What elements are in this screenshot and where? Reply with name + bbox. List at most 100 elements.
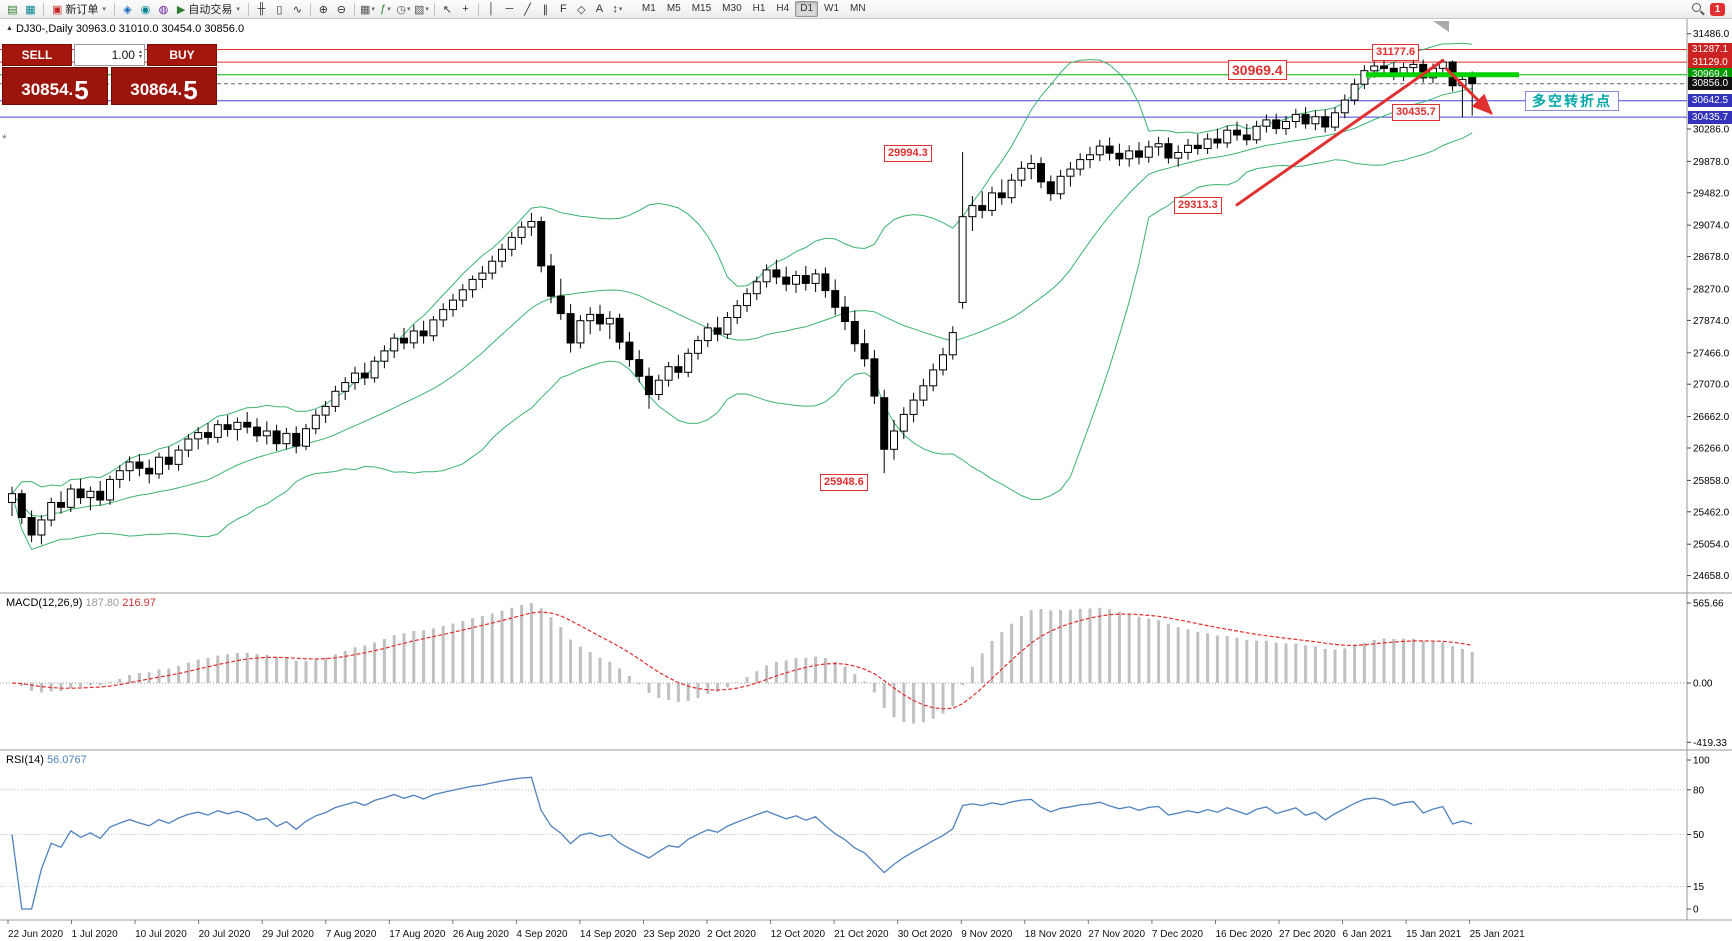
shapes-icon[interactable]: ◇	[577, 3, 586, 16]
trendline-icon[interactable]: ╱	[524, 3, 531, 16]
chart-shift-marker[interactable]	[1433, 21, 1449, 32]
timeframe-w1[interactable]: W1	[824, 3, 840, 14]
timeframe-m1[interactable]: M1	[641, 3, 656, 14]
price-badge-30435.7[interactable]: 30435.7	[1688, 110, 1732, 124]
timeframe-m30[interactable]: M30	[722, 3, 742, 14]
trend-up-line[interactable]	[1235, 58, 1445, 207]
price-badge-30642.5[interactable]: 30642.5	[1688, 94, 1732, 108]
time-tick-label[interactable]: 6 Jan 2021	[1343, 929, 1393, 940]
time-tick-label[interactable]: 29 Jul 2020	[262, 929, 314, 940]
time-tick-label[interactable]: 21 Oct 2020	[834, 929, 889, 940]
time-tick-label[interactable]: 27 Dec 2020	[1279, 929, 1336, 940]
new-order-button[interactable]: ▣ 新订单 ▾	[48, 1, 110, 17]
line-chart-icon[interactable]: ∿	[292, 3, 303, 16]
time-tick-label[interactable]: 23 Sep 2020	[644, 929, 701, 940]
text-icon[interactable]: A	[595, 3, 604, 15]
time-tick-label[interactable]: 18 Nov 2020	[1025, 929, 1082, 940]
cursor-icon[interactable]: ↖	[442, 3, 453, 16]
price-annotation-29994.3[interactable]: 29994.3	[884, 145, 932, 162]
arrange-windows-icon[interactable]: ▦ ▾	[359, 3, 375, 16]
time-tick-label[interactable]: 2 Oct 2020	[707, 929, 756, 940]
autotrading-button-label: 自动交易	[188, 4, 233, 16]
timeframe-m5[interactable]: M5	[666, 3, 681, 14]
timeframe-m15[interactable]: M15	[691, 3, 712, 14]
candle-body	[929, 369, 938, 387]
time-tick-label[interactable]: 22 Jun 2020	[8, 929, 63, 940]
reversal-arrow[interactable]	[1445, 67, 1493, 115]
spinner-down-icon[interactable]: ▾	[138, 54, 142, 60]
macd-header: MACD(12,26,9) 187.80 216.97	[6, 597, 156, 609]
timeframe-h4[interactable]: H4	[776, 3, 790, 14]
time-tick-label[interactable]: 1 Jul 2020	[72, 929, 119, 940]
spinner-up-icon[interactable]: ▴	[138, 49, 142, 55]
vertical-line-icon[interactable]: │	[487, 3, 495, 15]
candle-body	[1242, 134, 1251, 141]
indicators-icon[interactable]: ƒ ▾	[380, 3, 391, 15]
turning-point-label[interactable]: 多空转折点	[1525, 91, 1619, 111]
candle-body	[341, 382, 350, 392]
periods-icon[interactable]: ◷ ▾	[396, 3, 411, 16]
time-tick-label[interactable]: 15 Jan 2021	[1406, 929, 1461, 940]
data-window-icon[interactable]: ◍	[158, 3, 169, 16]
search-icon[interactable]	[1690, 1, 1706, 17]
timeframe-d1[interactable]: D1	[795, 1, 819, 17]
chart-window-icon[interactable]: ▤	[7, 3, 18, 16]
time-tick-label[interactable]: 12 Oct 2020	[771, 929, 826, 940]
collapse-arrow-icon[interactable]: ▲	[6, 25, 13, 32]
volume-input[interactable]: 1.00 ▴ ▾	[74, 44, 145, 66]
time-tick-label[interactable]: 27 Nov 2020	[1088, 929, 1145, 940]
zoom-in-icon[interactable]: ⊕	[318, 3, 329, 16]
sell-button[interactable]: SELL	[2, 44, 72, 66]
price-tick-label: 26266.0	[1693, 444, 1730, 455]
price-tick-label: 27874.0	[1693, 316, 1730, 327]
fibonacci-icon[interactable]: F	[560, 3, 567, 15]
navigator-icon[interactable]: ◈	[123, 3, 132, 16]
zoom-out-icon[interactable]: ⊖	[336, 3, 347, 16]
candle-body	[468, 278, 477, 291]
time-tick-label[interactable]: 20 Jul 2020	[199, 929, 251, 940]
market-watch-icon[interactable]: ◉	[140, 3, 151, 16]
time-tick-label[interactable]: 9 Nov 2020	[961, 929, 1013, 940]
notification-badge[interactable]: 1	[1710, 2, 1725, 16]
time-tick-label[interactable]: 14 Sep 2020	[580, 929, 637, 940]
candle-body	[645, 375, 653, 396]
time-tick-label[interactable]: 17 Aug 2020	[389, 929, 446, 940]
price-badge-31129.0[interactable]: 31129.0	[1688, 55, 1732, 69]
time-tick-label[interactable]: 16 Dec 2020	[1216, 929, 1273, 940]
time-tick-label[interactable]: 26 Aug 2020	[453, 929, 510, 940]
arrows-icon[interactable]: ↕ ▾	[612, 3, 623, 15]
price-annotation-30969.4[interactable]: 30969.4	[1228, 60, 1287, 80]
price-annotation-30435.7[interactable]: 30435.7	[1392, 104, 1440, 121]
timeframe-h1[interactable]: H1	[752, 3, 766, 14]
candle-body	[841, 306, 849, 323]
horizontal-line-icon[interactable]: ─	[505, 3, 514, 15]
price-badge-31287.1[interactable]: 31287.1	[1688, 43, 1732, 57]
templates-icon[interactable]: ▧ ▾	[413, 3, 429, 16]
chart-profile-icon[interactable]: ▦	[25, 3, 36, 16]
autotrading-button[interactable]: ▶ 自动交易 ▾	[173, 1, 244, 17]
time-tick-label[interactable]: 30 Oct 2020	[898, 929, 953, 940]
macd-main-value: 187.80	[85, 597, 120, 609]
price-badge-30856.0[interactable]: 30856.0	[1688, 77, 1732, 91]
time-tick-label[interactable]: 4 Sep 2020	[516, 929, 568, 940]
candle-body	[1272, 119, 1281, 130]
timeframe-mn[interactable]: MN	[850, 3, 866, 14]
price-tick-label: 25462.0	[1693, 507, 1730, 518]
time-tick-label[interactable]: 7 Dec 2020	[1152, 929, 1204, 940]
candle-body	[115, 470, 124, 480]
buy-price-display[interactable]: 30864. 5	[111, 67, 217, 105]
buy-button[interactable]: BUY	[147, 44, 217, 66]
price-annotation-31177.6[interactable]: 31177.6	[1372, 44, 1420, 61]
price-annotation-25948.6[interactable]: 25948.6	[820, 474, 868, 491]
crosshair-icon[interactable]: +	[462, 3, 469, 15]
ohlc-bars-icon[interactable]: ╫	[257, 3, 266, 15]
channel-icon[interactable]: ∥	[542, 3, 549, 16]
volume-spinner[interactable]: ▴ ▾	[138, 49, 142, 60]
price-annotation-29313.3[interactable]: 29313.3	[1174, 197, 1222, 214]
time-tick-label[interactable]: 7 Aug 2020	[326, 929, 377, 940]
time-tick-label[interactable]: 25 Jan 2021	[1470, 929, 1525, 940]
sell-price-display[interactable]: 30854. 5	[2, 67, 108, 105]
candlestick-mode-icon[interactable]: ▯	[276, 3, 283, 16]
time-tick-label[interactable]: 10 Jul 2020	[135, 929, 187, 940]
